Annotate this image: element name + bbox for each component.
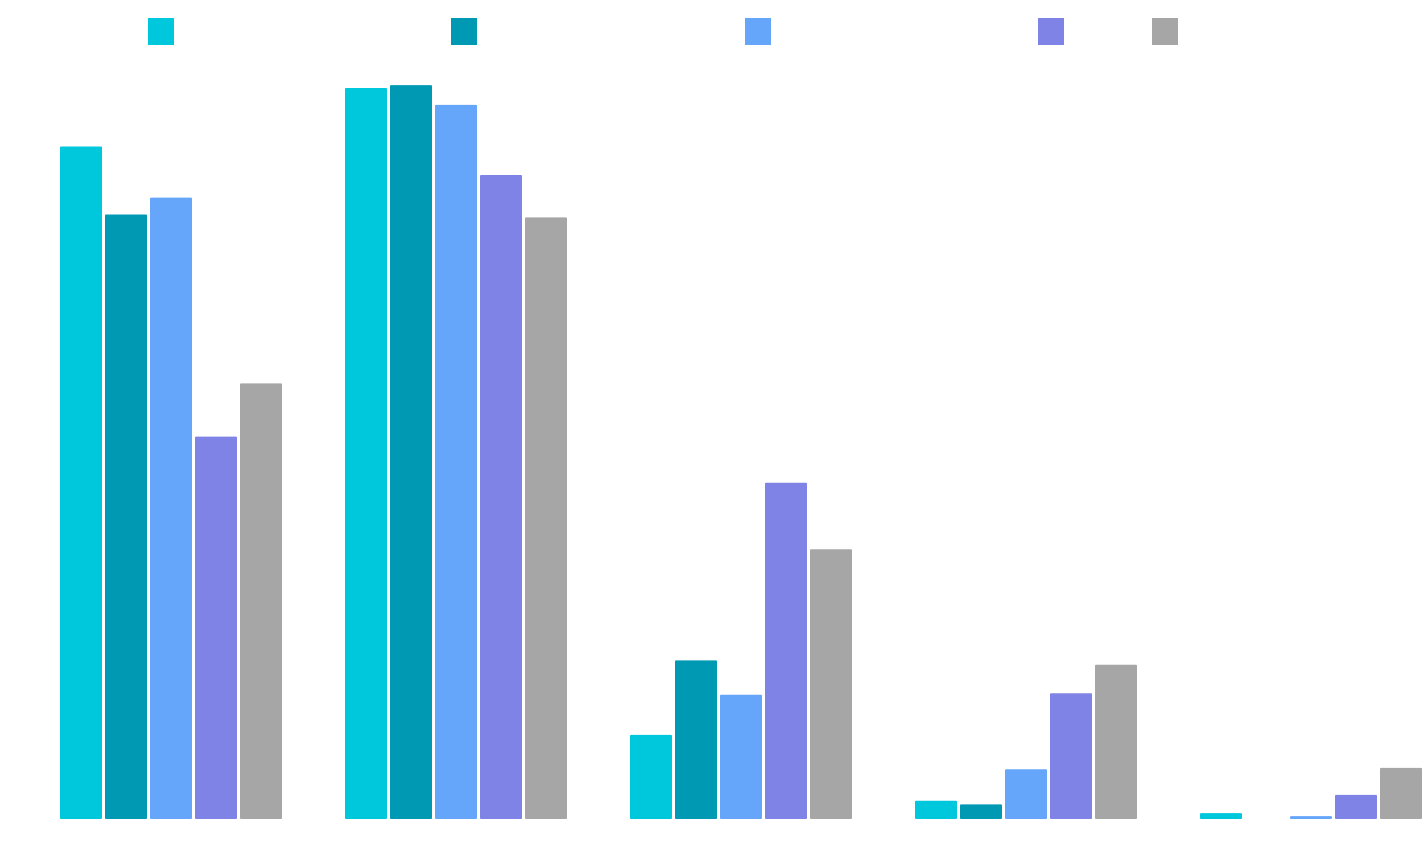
bar-series-3-category-2 bbox=[435, 104, 477, 820]
bars bbox=[60, 85, 1422, 820]
bar-series-5-category-4 bbox=[1095, 664, 1137, 819]
bar-series-4-category-1 bbox=[195, 436, 237, 819]
bar-group-2 bbox=[345, 85, 567, 820]
bar-series-4-category-3 bbox=[765, 482, 807, 819]
bar-series-1-category-3 bbox=[630, 734, 672, 819]
legend-swatch-series-4 bbox=[1038, 18, 1064, 45]
bar-series-5-category-3 bbox=[810, 549, 852, 819]
legend bbox=[148, 18, 1178, 45]
bar-group-5 bbox=[1200, 767, 1422, 819]
legend-swatch-series-1 bbox=[148, 18, 174, 45]
bar-group-1 bbox=[60, 146, 282, 820]
bar-series-4-category-4 bbox=[1050, 693, 1092, 819]
bar-series-2-category-2 bbox=[390, 85, 432, 820]
bar-series-1-category-5 bbox=[1200, 813, 1242, 819]
bar-series-5-category-1 bbox=[240, 383, 282, 819]
bar-group-4 bbox=[915, 664, 1137, 819]
bar-series-1-category-4 bbox=[915, 800, 957, 819]
legend-swatch-series-3 bbox=[745, 18, 771, 45]
bar-series-2-category-3 bbox=[675, 660, 717, 819]
bar-group-3 bbox=[630, 482, 852, 819]
legend-swatch-series-5 bbox=[1152, 18, 1178, 45]
bar-series-2-category-1 bbox=[105, 214, 147, 819]
bar-series-1-category-2 bbox=[345, 88, 387, 819]
bar-series-5-category-2 bbox=[525, 217, 567, 820]
bar-series-3-category-4 bbox=[1005, 769, 1047, 819]
bar-series-4-category-2 bbox=[480, 174, 522, 819]
bar-series-1-category-1 bbox=[60, 146, 102, 820]
bar-series-4-category-5 bbox=[1335, 794, 1377, 819]
bar-series-3-category-3 bbox=[720, 694, 762, 819]
bar-series-5-category-5 bbox=[1380, 767, 1422, 819]
legend-swatch-series-2 bbox=[451, 18, 477, 45]
bar-series-3-category-5 bbox=[1290, 816, 1332, 819]
bar-series-3-category-1 bbox=[150, 197, 192, 819]
bar-series-2-category-4 bbox=[960, 804, 1002, 819]
